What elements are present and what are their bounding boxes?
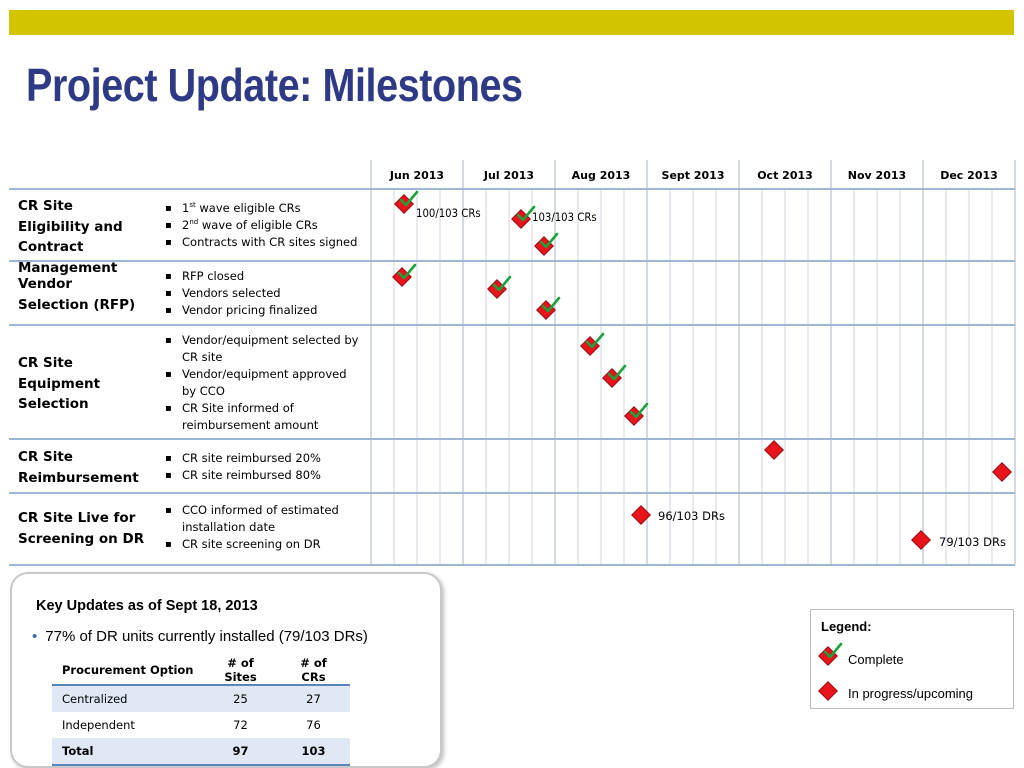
month-header-label: Sept 2013 bbox=[662, 169, 725, 182]
page-title: Project Update: Milestones bbox=[26, 59, 523, 111]
month-header-label: Dec 2013 bbox=[940, 169, 998, 182]
milestone-note-79-103: 79/103 DRs bbox=[939, 535, 1006, 549]
header-num-sites: # of Sites bbox=[204, 656, 277, 686]
items-eligibility: 1st wave eligible CRs 2nd wave of eligib… bbox=[165, 200, 365, 251]
category-reimbursement: CR Site Reimbursement bbox=[18, 449, 139, 486]
milestone-complete-icon bbox=[580, 332, 605, 356]
item-reimbursed-20: CR site reimbursed 20% bbox=[165, 450, 365, 467]
cell-total-label: Total bbox=[52, 738, 204, 766]
key-updates-bullet: • 77% of DR units currently installed (79… bbox=[32, 628, 368, 645]
bullet-dot-icon: • bbox=[32, 628, 38, 645]
cell-sites: 72 bbox=[233, 718, 248, 732]
cell-total-sites: 97 bbox=[204, 738, 277, 766]
item-vendor-selected-by-site: Vendor/equipment selected by CR site bbox=[165, 332, 360, 366]
milestone-upcoming-icon bbox=[764, 440, 784, 460]
milestone-complete-icon bbox=[624, 402, 649, 426]
category-vendor-selection: Vendor Selection (RFP) bbox=[18, 276, 136, 313]
item-site-screening: CR site screening on DR bbox=[165, 536, 365, 553]
milestone-upcoming-icon bbox=[911, 530, 931, 550]
item-cco-informed: CCO informed of estimated installation d… bbox=[165, 502, 365, 536]
legend-complete-icon bbox=[818, 642, 843, 666]
milestone-complete-icon bbox=[394, 190, 419, 214]
item-second-wave: 2nd wave of eligible CRs bbox=[165, 217, 365, 234]
milestone-complete-icon bbox=[602, 364, 627, 388]
legend-upcoming-icon bbox=[818, 681, 838, 701]
table-total-row: Total 97 103 bbox=[52, 738, 350, 766]
cell-option: Independent bbox=[62, 718, 135, 732]
cell-option: Centralized bbox=[52, 685, 204, 712]
items-live-screening: CCO informed of estimated installation d… bbox=[165, 502, 365, 553]
milestone-upcoming-icon bbox=[992, 462, 1012, 482]
month-header-label: Oct 2013 bbox=[757, 169, 813, 182]
milestone-note-103-103: 103/103 CRs bbox=[532, 210, 597, 224]
legend-complete-label: Complete bbox=[848, 652, 904, 667]
month-header-label: Jul 2013 bbox=[483, 169, 534, 182]
month-header-label: Aug 2013 bbox=[572, 169, 631, 182]
legend-upcoming-label: In progress/upcoming bbox=[848, 686, 974, 701]
category-eligibility: CR Site Eligibility and Contract Managem… bbox=[18, 198, 123, 276]
legend-title: Legend: bbox=[821, 619, 872, 634]
milestone-complete-icon bbox=[511, 205, 536, 229]
cell-total-crs: 103 bbox=[277, 738, 350, 766]
milestone-upcoming-icon bbox=[631, 505, 651, 525]
milestone-note-96-103: 96/103 DRs bbox=[658, 509, 725, 523]
item-site-informed: CR Site informed of reimbursement amount bbox=[165, 400, 360, 434]
item-vendors-selected: Vendors selected bbox=[165, 285, 365, 302]
cell-sites: 25 bbox=[204, 685, 277, 712]
items-vendor-selection: RFP closed Vendors selected Vendor prici… bbox=[165, 268, 365, 319]
key-updates-card: Key Updates as of Sept 18, 2013 • 77% of … bbox=[10, 572, 442, 768]
item-vendor-pricing: Vendor pricing finalized bbox=[165, 302, 365, 319]
milestone-complete-icon bbox=[534, 232, 559, 256]
header-num-crs: # of CRs bbox=[277, 656, 350, 686]
items-equipment-selection: Vendor/equipment selected by CR site Ven… bbox=[165, 332, 360, 434]
table-row: Independent 72 76 bbox=[52, 712, 350, 738]
cell-crs: 27 bbox=[277, 685, 350, 712]
category-live-screening: CR Site Live for Screening on DR bbox=[18, 510, 145, 547]
milestone-grid: Jun 2013 Jul 2013 Aug 2013 Sept 2013 Oct 201… bbox=[9, 160, 1016, 566]
item-rfp-closed: RFP closed bbox=[165, 268, 365, 285]
category-equipment-selection: CR Site Equipment Selection bbox=[18, 355, 101, 412]
key-updates-bullet-text: 77% of DR units currently installed (79/… bbox=[45, 628, 368, 645]
item-reimbursed-80: CR site reimbursed 80% bbox=[165, 467, 365, 484]
milestone-complete-icon bbox=[487, 275, 512, 299]
items-reimbursement: CR site reimbursed 20% CR site reimburse… bbox=[165, 450, 365, 484]
legend-box: Legend: Complete In progress/upcoming bbox=[810, 609, 1014, 709]
milestone-note-100-103: 100/103 CRs bbox=[416, 206, 481, 220]
key-updates-title: Key Updates as of Sept 18, 2013 bbox=[36, 598, 258, 614]
item-first-wave: 1st wave eligible CRs bbox=[165, 200, 365, 217]
item-contracts-signed: Contracts with CR sites signed bbox=[165, 234, 365, 251]
item-vendor-approved-by-cco: Vendor/equipment approved by CCO bbox=[165, 366, 360, 400]
table-row: Centralized 25 27 bbox=[52, 685, 350, 712]
milestone-complete-icon bbox=[392, 263, 417, 287]
top-accent-bar bbox=[9, 10, 1014, 35]
header-procurement-option: Procurement Option bbox=[52, 656, 204, 686]
procurement-table: Procurement Option # of Sites # of CRs C… bbox=[52, 656, 350, 766]
milestone-complete-icon bbox=[536, 296, 561, 320]
month-header-label: Nov 2013 bbox=[848, 169, 906, 182]
month-header-label: Jun 2013 bbox=[389, 169, 444, 182]
cell-crs: 76 bbox=[306, 718, 321, 732]
procurement-table-header: Procurement Option # of Sites # of CRs bbox=[52, 656, 350, 686]
